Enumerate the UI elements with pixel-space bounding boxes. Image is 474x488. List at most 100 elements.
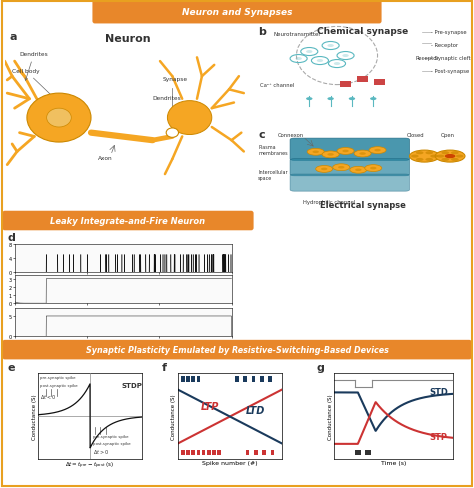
X-axis label: Time (ms): Time (ms): [107, 346, 139, 351]
Circle shape: [369, 147, 386, 154]
Circle shape: [27, 94, 91, 143]
Text: Plasma
membranes: Plasma membranes: [258, 144, 288, 155]
Text: Open: Open: [441, 133, 455, 138]
Circle shape: [441, 159, 449, 162]
Circle shape: [295, 58, 302, 61]
Circle shape: [338, 166, 345, 169]
Text: g: g: [316, 363, 324, 372]
Circle shape: [370, 167, 376, 170]
Text: STP: STP: [429, 432, 447, 442]
Circle shape: [411, 155, 419, 158]
Text: a: a: [9, 32, 17, 42]
Text: d: d: [7, 233, 15, 243]
X-axis label: $\Delta t = t_{pre} - t_{post}$ (s): $\Delta t = t_{pre} - t_{post}$ (s): [65, 460, 115, 470]
Text: Synaptic Plasticity Emulated by Resistive-Switching-Based Devices: Synaptic Plasticity Emulated by Resistiv…: [86, 346, 388, 354]
Circle shape: [426, 152, 433, 155]
Text: Closed: Closed: [407, 133, 425, 138]
Circle shape: [333, 164, 350, 171]
Circle shape: [349, 98, 355, 101]
Circle shape: [306, 51, 312, 54]
Bar: [357, 77, 368, 82]
Text: e: e: [8, 363, 15, 372]
Circle shape: [410, 151, 439, 163]
Text: post-synaptic spike: post-synaptic spike: [40, 383, 78, 387]
Bar: [374, 80, 385, 85]
Circle shape: [312, 151, 319, 154]
X-axis label: Time (s): Time (s): [381, 460, 406, 465]
Text: Dendrites: Dendrites: [153, 96, 182, 101]
Text: f: f: [162, 363, 167, 372]
Circle shape: [322, 152, 339, 159]
Y-axis label: Conductance (S): Conductance (S): [32, 393, 36, 439]
Circle shape: [416, 152, 423, 155]
Text: $\Delta t < 0$: $\Delta t < 0$: [40, 392, 56, 400]
Text: LTD: LTD: [246, 405, 265, 415]
Text: Electrical synapse: Electrical synapse: [319, 201, 406, 210]
Circle shape: [306, 98, 312, 101]
Circle shape: [441, 152, 449, 155]
Circle shape: [307, 149, 324, 156]
Text: pre-synaptic spike: pre-synaptic spike: [93, 434, 128, 438]
Bar: [340, 81, 351, 87]
Text: b: b: [258, 27, 266, 38]
Circle shape: [167, 102, 212, 135]
Text: post-synaptic spike: post-synaptic spike: [93, 442, 131, 446]
Text: LTP: LTP: [201, 402, 219, 411]
Circle shape: [316, 166, 333, 173]
Circle shape: [342, 150, 349, 153]
Text: - Post-synapse: - Post-synapse: [431, 68, 469, 73]
Text: Cell body: Cell body: [12, 69, 56, 101]
Text: Axon: Axon: [99, 156, 113, 161]
Circle shape: [321, 168, 328, 171]
Circle shape: [354, 151, 371, 158]
Circle shape: [445, 155, 456, 159]
FancyBboxPatch shape: [290, 175, 410, 192]
Circle shape: [426, 159, 433, 162]
Circle shape: [355, 169, 362, 172]
Text: STDP: STDP: [121, 383, 142, 388]
FancyBboxPatch shape: [290, 139, 410, 161]
Circle shape: [435, 151, 465, 163]
Circle shape: [328, 154, 334, 156]
Text: $\Delta t > 0$: $\Delta t > 0$: [93, 447, 109, 455]
Circle shape: [166, 129, 179, 138]
Circle shape: [46, 109, 71, 128]
Circle shape: [451, 152, 459, 155]
Circle shape: [430, 155, 438, 158]
Circle shape: [342, 55, 349, 58]
Text: - Synaptic cleft: - Synaptic cleft: [431, 56, 471, 61]
Circle shape: [451, 159, 459, 162]
Circle shape: [456, 155, 464, 158]
Circle shape: [350, 167, 367, 174]
Text: Ca²⁺ channel: Ca²⁺ channel: [260, 82, 295, 87]
Circle shape: [328, 45, 334, 48]
Text: Chemical synapse: Chemical synapse: [317, 27, 408, 37]
Text: - Pre-synapse: - Pre-synapse: [431, 30, 466, 36]
Text: Hydrophilic channel: Hydrophilic channel: [303, 200, 355, 205]
Circle shape: [365, 165, 382, 172]
Y-axis label: Conductance (S): Conductance (S): [172, 393, 176, 439]
Text: STD: STD: [429, 387, 448, 397]
Circle shape: [359, 153, 366, 156]
Text: pre-synaptic spike: pre-synaptic spike: [40, 376, 75, 380]
Circle shape: [317, 60, 323, 63]
FancyBboxPatch shape: [290, 159, 410, 176]
Text: Synapse: Synapse: [163, 77, 188, 82]
Text: Receptor: Receptor: [416, 56, 439, 61]
Circle shape: [416, 159, 423, 162]
Text: - Receptor: - Receptor: [431, 42, 458, 47]
Text: Neuron and Synapses: Neuron and Synapses: [182, 8, 292, 17]
Text: Leaky Integrate-and-Fire Neuron: Leaky Integrate-and-Fire Neuron: [50, 217, 206, 225]
Text: Intercellular
space: Intercellular space: [258, 170, 288, 181]
X-axis label: Spike number (#): Spike number (#): [202, 460, 258, 465]
Circle shape: [437, 155, 444, 158]
Circle shape: [328, 98, 334, 101]
Circle shape: [337, 148, 354, 155]
Text: c: c: [258, 129, 264, 140]
Circle shape: [370, 98, 376, 101]
Circle shape: [334, 63, 340, 66]
Circle shape: [374, 149, 381, 152]
Text: Connexon: Connexon: [277, 133, 303, 138]
Y-axis label: Conductance (S): Conductance (S): [328, 393, 333, 439]
Text: Neurotransmitter: Neurotransmitter: [273, 32, 320, 38]
